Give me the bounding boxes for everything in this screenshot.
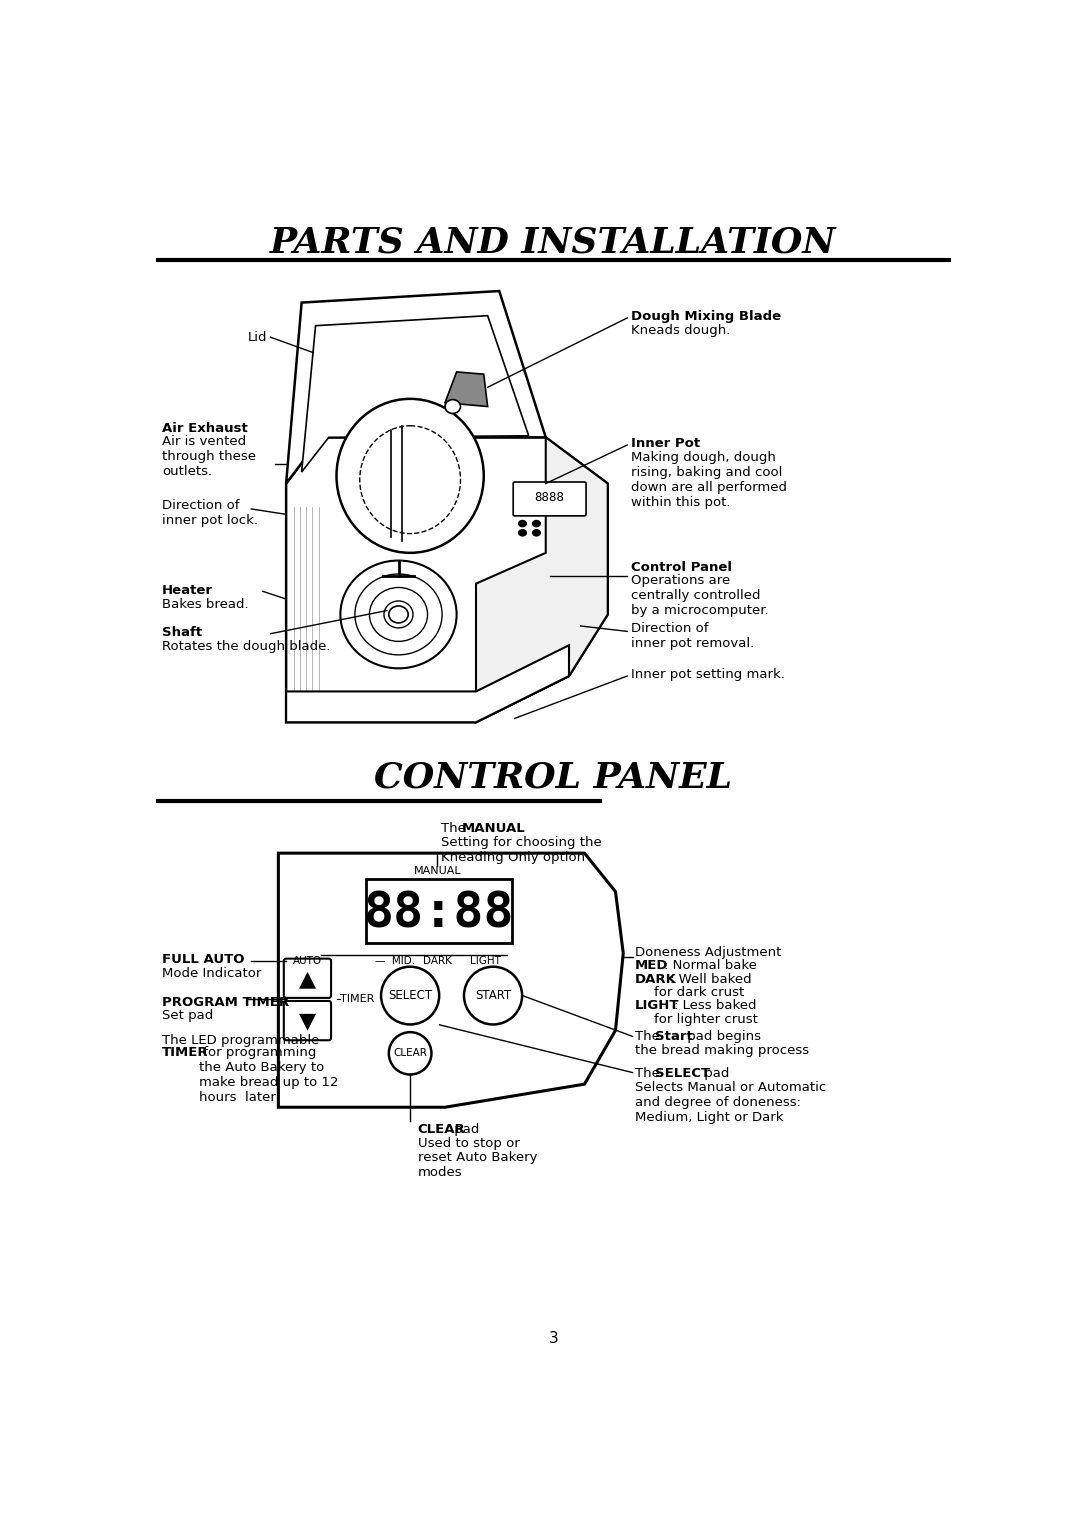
Text: Rotates the dough blade.: Rotates the dough blade. — [162, 640, 330, 654]
Text: MANUAL: MANUAL — [414, 866, 461, 876]
Text: Air is vented
through these
outlets.: Air is vented through these outlets. — [162, 435, 256, 478]
Text: MANUAL: MANUAL — [461, 823, 525, 835]
Text: DARK: DARK — [635, 973, 677, 986]
Text: The: The — [635, 1067, 664, 1080]
Text: for programming
the Auto Bakery to
make bread up to 12
hours  later: for programming the Auto Bakery to make … — [200, 1046, 339, 1104]
Ellipse shape — [518, 521, 526, 527]
Ellipse shape — [445, 400, 460, 414]
Text: TIMER: TIMER — [162, 1046, 208, 1058]
Text: MED: MED — [635, 959, 669, 973]
Text: Control Panel: Control Panel — [631, 560, 732, 574]
Text: CLEAR: CLEAR — [418, 1122, 465, 1136]
Text: PARTS AND INSTALLATION: PARTS AND INSTALLATION — [270, 226, 837, 260]
Text: Air Exhaust: Air Exhaust — [162, 421, 248, 435]
Text: 8888: 8888 — [535, 490, 565, 504]
Text: : Normal bake: : Normal bake — [664, 959, 757, 973]
Text: SELECT: SELECT — [388, 989, 432, 1002]
Text: the bread making process: the bread making process — [635, 1044, 809, 1057]
Text: Heater: Heater — [162, 583, 213, 597]
Ellipse shape — [464, 967, 522, 1025]
Polygon shape — [476, 437, 608, 722]
Polygon shape — [445, 373, 488, 406]
Text: TIMER: TIMER — [340, 994, 375, 1005]
Ellipse shape — [381, 967, 440, 1025]
Text: LIGHT: LIGHT — [635, 1000, 679, 1012]
Polygon shape — [286, 292, 545, 484]
Ellipse shape — [532, 521, 540, 527]
Text: ▲: ▲ — [298, 970, 315, 989]
Text: : Less baked: : Less baked — [674, 1000, 756, 1012]
Text: Making dough, dough
rising, baking and cool
down are all performed
within this p: Making dough, dough rising, baking and c… — [631, 450, 787, 508]
Text: DARK: DARK — [422, 956, 451, 967]
Polygon shape — [286, 437, 608, 722]
Text: pad: pad — [450, 1122, 480, 1136]
Text: CLEAR: CLEAR — [393, 1049, 427, 1058]
Polygon shape — [301, 316, 529, 472]
Text: LIGHT: LIGHT — [470, 956, 501, 967]
FancyBboxPatch shape — [284, 959, 332, 999]
Ellipse shape — [337, 399, 484, 553]
Text: Start: Start — [656, 1031, 692, 1043]
Ellipse shape — [389, 1032, 431, 1075]
FancyBboxPatch shape — [513, 483, 586, 516]
Text: CONTROL PANEL: CONTROL PANEL — [375, 760, 732, 794]
Ellipse shape — [532, 530, 540, 536]
Text: Doneness Adjustment: Doneness Adjustment — [635, 945, 781, 959]
Text: Set pad: Set pad — [162, 1009, 214, 1023]
Text: Direction of
inner pot removal.: Direction of inner pot removal. — [631, 621, 754, 651]
Text: Shaft: Shaft — [162, 626, 202, 638]
Text: Lid: Lid — [247, 331, 267, 344]
Text: START: START — [475, 989, 511, 1002]
Text: SELECT: SELECT — [656, 1067, 711, 1080]
Text: PROGRAM TIMER: PROGRAM TIMER — [162, 996, 289, 1009]
Text: Inner Pot: Inner Pot — [631, 437, 700, 450]
Text: Used to stop or
reset Auto Bakery
modes: Used to stop or reset Auto Bakery modes — [418, 1136, 538, 1179]
Text: The: The — [635, 1031, 664, 1043]
Text: Inner pot setting mark.: Inner pot setting mark. — [631, 669, 785, 681]
Text: Selects Manual or Automatic
and degree of doneness:
Medium, Light or Dark: Selects Manual or Automatic and degree o… — [635, 1081, 826, 1124]
Text: The: The — [441, 823, 470, 835]
Text: Mode Indicator: Mode Indicator — [162, 967, 261, 980]
Text: Bakes bread.: Bakes bread. — [162, 597, 248, 611]
FancyBboxPatch shape — [366, 878, 512, 944]
Text: Operations are
centrally controlled
by a microcomputer.: Operations are centrally controlled by a… — [631, 574, 769, 617]
Text: AUTO: AUTO — [293, 956, 322, 965]
Text: FULL AUTO: FULL AUTO — [162, 953, 245, 967]
Text: Setting for choosing the
Kneading Only option: Setting for choosing the Kneading Only o… — [441, 837, 602, 864]
Text: pad begins: pad begins — [683, 1031, 761, 1043]
FancyBboxPatch shape — [284, 1002, 332, 1040]
Ellipse shape — [518, 530, 526, 536]
Text: The LED programmable: The LED programmable — [162, 1034, 320, 1063]
Text: 3: 3 — [549, 1330, 558, 1345]
Text: 88:88: 88:88 — [364, 889, 514, 938]
Text: : Well baked: : Well baked — [670, 973, 752, 986]
Text: Dough Mixing Blade: Dough Mixing Blade — [631, 310, 781, 324]
Ellipse shape — [340, 560, 457, 669]
Text: ▼: ▼ — [298, 1012, 315, 1032]
Text: Direction of
inner pot lock.: Direction of inner pot lock. — [162, 499, 258, 527]
Text: for lighter crust: for lighter crust — [654, 1012, 758, 1026]
Text: for dark crust: for dark crust — [654, 986, 744, 999]
Polygon shape — [286, 646, 569, 722]
Polygon shape — [279, 854, 623, 1107]
Text: Kneads dough.: Kneads dough. — [631, 324, 730, 337]
Text: —  MID.: — MID. — [375, 956, 416, 967]
Text: pad: pad — [700, 1067, 729, 1080]
Ellipse shape — [389, 606, 408, 623]
